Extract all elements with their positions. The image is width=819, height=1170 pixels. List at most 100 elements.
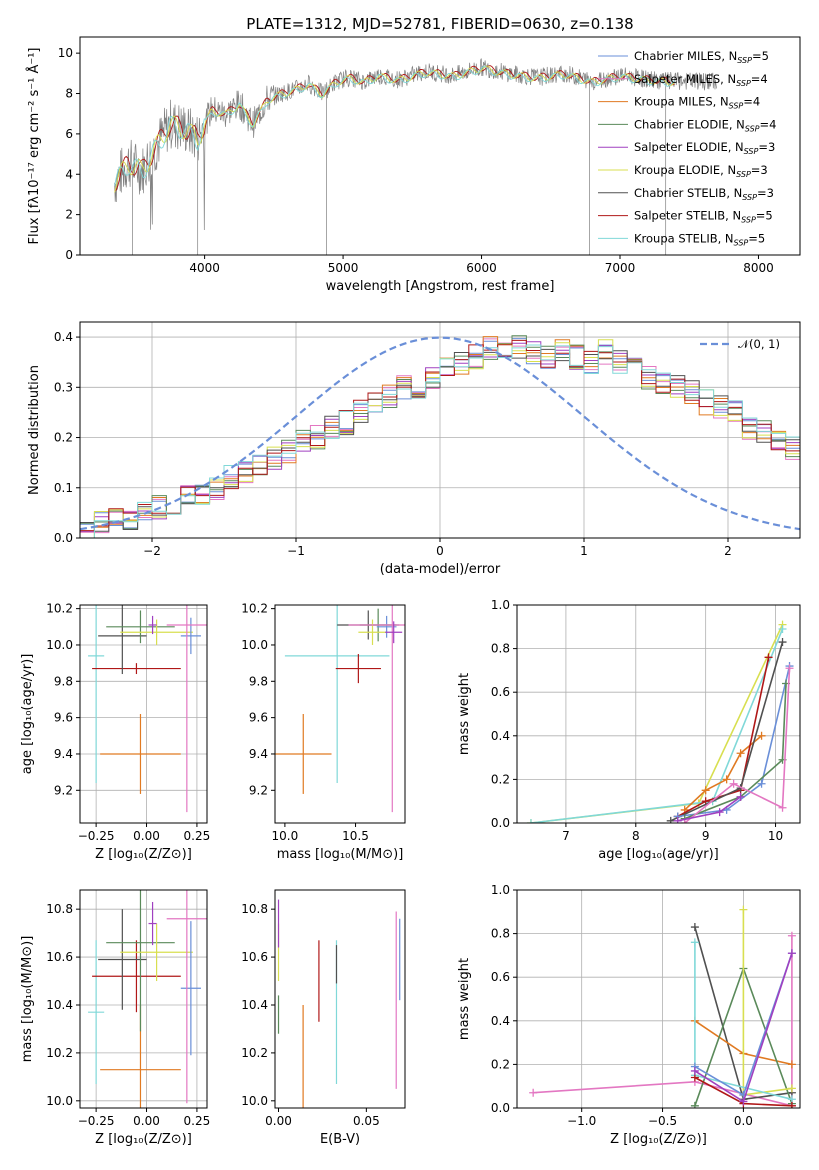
mass-weight-vs-age-plot-area: [526, 620, 794, 823]
mass-vs-Z-xlabel: Z [log₁₀(Z/Z⊙)]: [95, 1132, 192, 1147]
weight-marker: [787, 1060, 796, 1069]
mass-weight-vs-Z-ytick-label: 0.6: [491, 970, 510, 984]
legend-count: =3: [758, 140, 775, 154]
weight-marker: [785, 664, 794, 673]
mass-weight-vs-age-xtick-label: 9: [702, 829, 710, 843]
weight-marker: [787, 949, 796, 958]
gaussian-curve: [80, 336, 800, 531]
weight-marker: [736, 792, 745, 801]
histogram-xtick-label: 1: [580, 544, 588, 558]
point-chabrier-elodie: [106, 610, 175, 644]
age-vs-Z-xlabel: Z [log₁₀(Z/Z⊙)]: [95, 847, 192, 862]
spectrum-xtick-label: 8000: [743, 261, 774, 275]
legend-label: Kroupa MILES, N: [634, 95, 729, 109]
legend-count: =5: [748, 231, 765, 245]
spectrum-xtick-label: 7000: [605, 261, 636, 275]
spectrum-plot-area: [114, 58, 717, 255]
mass-weight-vs-Z-ytick-label: 0.2: [491, 1057, 510, 1071]
weight-marker: [690, 938, 699, 947]
legend-sub: SSP: [729, 102, 744, 111]
model-line-kroupa-stelib: [114, 66, 675, 186]
mass-vs-Z-ytick-label: 10.0: [46, 1094, 73, 1108]
mass-weight-vs-age-xtick-label: 10: [768, 829, 783, 843]
legend-count: =5: [752, 49, 769, 63]
legend-count: =4: [751, 72, 768, 86]
weight-marker: [526, 819, 535, 823]
age-vs-Z-xtick-label: −0.25: [78, 829, 115, 843]
age-vs-Z-ytick-label: 9.6: [54, 711, 73, 725]
age-vs-Z-frame: [79, 604, 208, 824]
histogram-xlabel: (data-model)/error: [380, 562, 501, 577]
legend-label: Kroupa STELIB, N: [634, 231, 734, 245]
mass-vs-EBV-plot-area: [277, 899, 401, 1108]
mass-vs-EBV-panel: 0.00 0.05 10.0 10.2 10.4 10.6 10.8 E(B-V): [241, 889, 406, 1147]
mass-vs-EBV-frame: [274, 889, 406, 1109]
age-vs-Z-ytick-label: 10.2: [46, 602, 73, 616]
age-vs-mass-xtick-label: 10.0: [272, 829, 299, 843]
point-kroupa-stelib: [88, 940, 105, 1085]
spectrum-ytick-label: 0: [65, 248, 73, 262]
mass-weight-vs-age-xtick-label: 8: [632, 829, 640, 843]
mass-weight-vs-Z-frame: [516, 889, 801, 1109]
age-vs-mass-ytick-label: 10.2: [241, 602, 268, 616]
weight-marker: [736, 749, 745, 758]
age-vs-mass-ytick-label: 10.0: [241, 638, 268, 652]
point-chabrier-stelib: [98, 605, 147, 675]
point-salpeter-elodie: [148, 615, 157, 635]
age-vs-mass-ytick-label: 9.2: [249, 783, 268, 797]
weight-marker: [722, 775, 731, 784]
age-vs-Z-panel: −0.25 0.00 0.25 9.2 9.4 9.6 9.8 10.0 10.2 Z [log₁…: [20, 602, 210, 862]
weight-marker: [701, 786, 710, 795]
mass-weight-vs-Z-xlabel: Z [log₁₀(Z/Z⊙)]: [610, 1132, 707, 1147]
mass-vs-EBV-ytick-label: 10.4: [241, 998, 268, 1012]
legend-label: Salpeter ELODIE, N: [634, 140, 744, 154]
legend-count: =4: [760, 117, 777, 131]
legend-count: =5: [756, 209, 773, 223]
legend-count: =4: [743, 95, 760, 109]
mass-weight-vs-age-ytick-label: 0.2: [491, 772, 510, 786]
point-salpeter-stelib: [335, 654, 381, 684]
legend-label: Salpeter STELIB, N: [634, 209, 741, 223]
legend-entry: Chabrier STELIB, NSSP=3: [634, 186, 774, 202]
spectrum-ytick-label: 4: [65, 167, 73, 181]
mass-vs-EBV-ytick-label: 10.0: [241, 1094, 268, 1108]
age-vs-mass-ytick-label: 9.4: [249, 747, 268, 761]
legend-entry: Salpeter STELIB, NSSP=5: [634, 209, 773, 225]
weight-marker: [690, 923, 699, 932]
mass-vs-EBV-ytick-label: 10.2: [241, 1046, 268, 1060]
weight-marker: [739, 905, 748, 914]
model-line-kroupa-elodie: [114, 65, 675, 193]
point-chabrier-miles: [180, 617, 201, 655]
mass-weight-vs-age-xlabel: age [log₁₀(age/yr)]: [598, 847, 719, 862]
histogram-ytick-label: 0.4: [54, 330, 73, 344]
age-vs-mass-panel: 10.0 10.5 9.2 9.4 9.6 9.8 10.0 10.2 mass [log₁₀(…: [241, 602, 406, 862]
histogram-plot-area: [80, 335, 800, 538]
point-chabrier-elodie: [106, 890, 175, 1032]
legend-label: Chabrier ELODIE, N: [634, 117, 745, 131]
legend-label: Chabrier MILES, N: [634, 49, 737, 63]
spectrum-ytick-label: 6: [65, 127, 73, 141]
legend-sub: SSP: [745, 124, 760, 133]
weight-marker: [778, 638, 787, 647]
mass-vs-Z-frame: [79, 889, 208, 1109]
age-vs-Z-ytick-label: 9.4: [54, 747, 73, 761]
point-salpeter-stelib: [92, 940, 181, 1013]
point-kroupa-stelib: [284, 605, 390, 784]
histogram-ytick-label: 0.3: [54, 380, 73, 394]
legend-sub: SSP: [737, 56, 752, 65]
legend-entry: Chabrier MILES, NSSP=5: [634, 49, 769, 65]
mass-weight-vs-age-ytick-label: 0.4: [491, 729, 510, 743]
spectrum-ylabel: Flux [fλ10⁻¹⁷ erg cm⁻² s⁻¹ Å⁻¹]: [26, 48, 42, 245]
mass-weight-vs-Z-plot-area: [529, 905, 796, 1108]
hist-legend: 𝒩(0, 1): [700, 337, 780, 351]
histogram-xtick-label: −1: [287, 544, 305, 558]
legend-sub: SSP: [744, 147, 759, 156]
legend-entry: Kroupa STELIB, NSSP=5: [634, 231, 765, 247]
hist-step-kroupa-stelib: [80, 344, 800, 538]
spectrum-ytick-label: 10: [58, 46, 73, 60]
point-chabrier-stelib: [98, 909, 147, 1010]
age-vs-Z-ytick-label: 9.2: [54, 783, 73, 797]
point-salpeter-miles: [166, 605, 207, 813]
mass-weight-vs-Z-xtick-label: −1.0: [567, 1114, 596, 1128]
